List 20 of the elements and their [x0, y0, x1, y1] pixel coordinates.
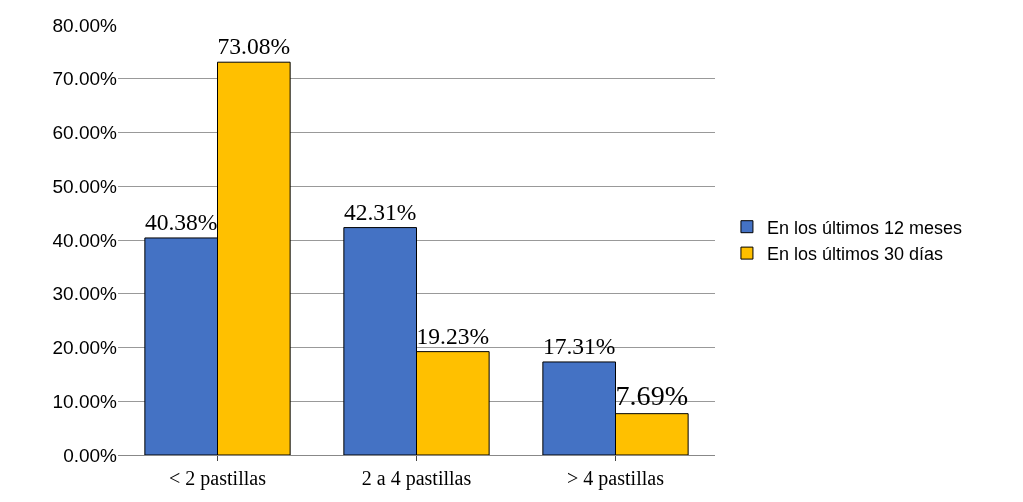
y-tick-label: 30.00% — [52, 283, 118, 305]
y-tick-label: 50.00% — [52, 175, 118, 197]
data-label: 7.69% — [615, 379, 689, 411]
x-tick-label: 2 a 4 pastillas — [361, 467, 472, 490]
y-tick-label: 10.00% — [52, 390, 118, 412]
x-tick-label: > 4 pastillas — [567, 467, 665, 490]
y-tick-label: 0.00% — [63, 444, 118, 466]
legend-label: En los últimos 12 meses — [766, 217, 963, 238]
y-tick-label: 80.00% — [52, 14, 118, 36]
data-label: 73.08% — [217, 33, 291, 60]
data-label: 19.23% — [416, 322, 490, 349]
y-tick-label: 60.00% — [52, 122, 118, 144]
y-tick-label: 20.00% — [52, 337, 118, 359]
data-label: 42.31% — [343, 198, 417, 225]
legend-label: En los últimos 30 días — [766, 244, 944, 265]
y-tick-label: 40.00% — [52, 229, 118, 251]
data-label: 17.31% — [542, 333, 616, 360]
data-label: 40.38% — [144, 209, 218, 236]
x-tick-label: < 2 pastillas — [169, 467, 267, 490]
y-tick-label: 70.00% — [52, 68, 118, 90]
